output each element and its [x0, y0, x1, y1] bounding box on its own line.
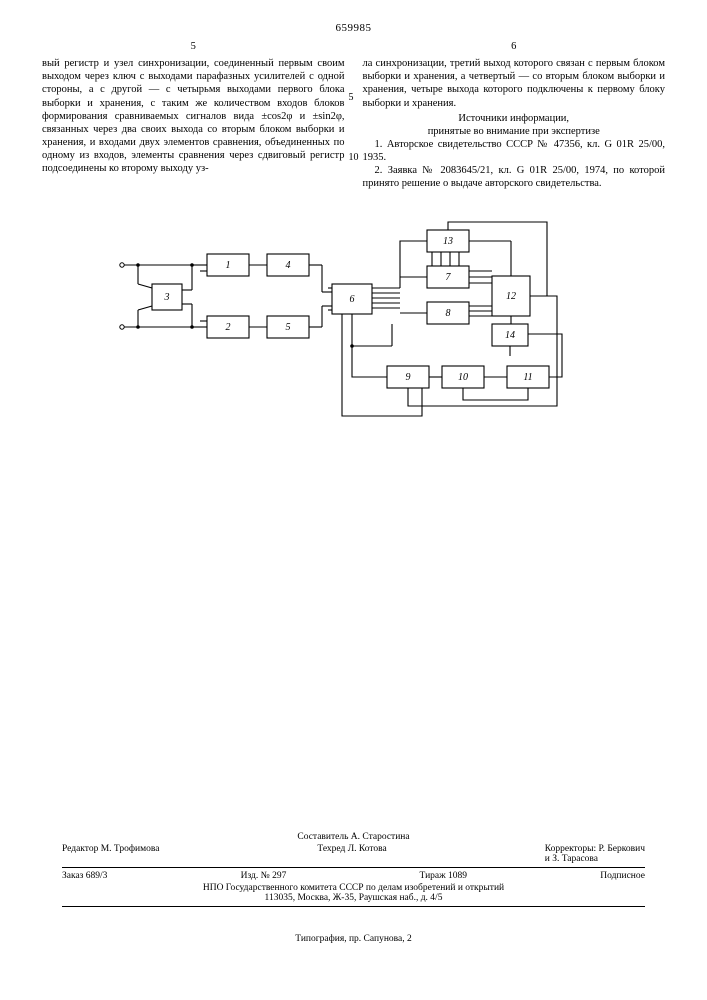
svg-text:13: 13	[443, 236, 453, 247]
svg-text:3: 3	[164, 292, 170, 303]
col-num-left: 5	[42, 40, 345, 53]
svg-text:6: 6	[350, 294, 355, 305]
svg-text:2: 2	[226, 322, 231, 333]
npo: НПО Государственного комитета СССР по де…	[62, 883, 645, 903]
tirazh: Тираж 1089	[420, 871, 468, 881]
margin-5: 5	[349, 92, 354, 105]
svg-text:5: 5	[286, 322, 291, 333]
left-column: 5 вый регистр и узел синхронизации, соед…	[42, 40, 345, 190]
svg-text:14: 14	[505, 330, 515, 341]
izd: Изд. № 297	[241, 871, 287, 881]
margin-10: 10	[349, 152, 359, 165]
editor: Редактор М. Трофимова	[62, 844, 159, 864]
svg-text:12: 12	[506, 291, 516, 302]
col-num-right: 6	[363, 40, 666, 53]
svg-text:10: 10	[458, 372, 468, 383]
svg-text:11: 11	[523, 372, 532, 383]
footer: Составитель А. Старостина Редактор М. Тр…	[62, 832, 645, 910]
right-column: 6 5 10 ла синхронизации, третий выход ко…	[363, 40, 666, 190]
svg-text:8: 8	[446, 308, 451, 319]
text-columns: 5 вый регистр и узел синхронизации, соед…	[0, 34, 707, 190]
techred: Техред Л. Котова	[317, 844, 386, 864]
compiler: Составитель А. Старостина	[62, 832, 645, 842]
typography: Типография, пр. Сапунова, 2	[0, 934, 707, 944]
correctors: Корректоры: Р. Беркович и З. Тарасова	[545, 844, 645, 864]
patent-number: 659985	[0, 0, 707, 34]
right-text-1: ла синхронизации, третий выход которого …	[363, 57, 666, 110]
svg-text:4: 4	[286, 260, 291, 271]
info-heading: Источники информации, принятые во вниман…	[363, 112, 666, 138]
ref-2: 2. Заявка № 2083645/21, кл. G 01R 25/00,…	[363, 164, 666, 190]
left-text: вый регистр и узел синхронизации, соедин…	[42, 57, 345, 175]
svg-text:1: 1	[226, 260, 231, 271]
ref-1: 1. Авторское свидетельство СССР № 47356,…	[363, 138, 666, 164]
svg-text:9: 9	[406, 372, 411, 383]
block-diagram: 1234567891011121314	[92, 216, 592, 436]
order: Заказ 689/3	[62, 871, 107, 881]
signed: Подписное	[600, 871, 645, 881]
